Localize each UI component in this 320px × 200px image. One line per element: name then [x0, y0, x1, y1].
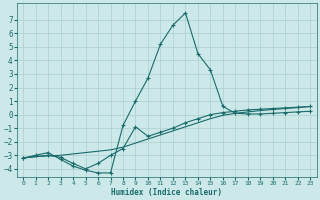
- X-axis label: Humidex (Indice chaleur): Humidex (Indice chaleur): [111, 188, 222, 197]
